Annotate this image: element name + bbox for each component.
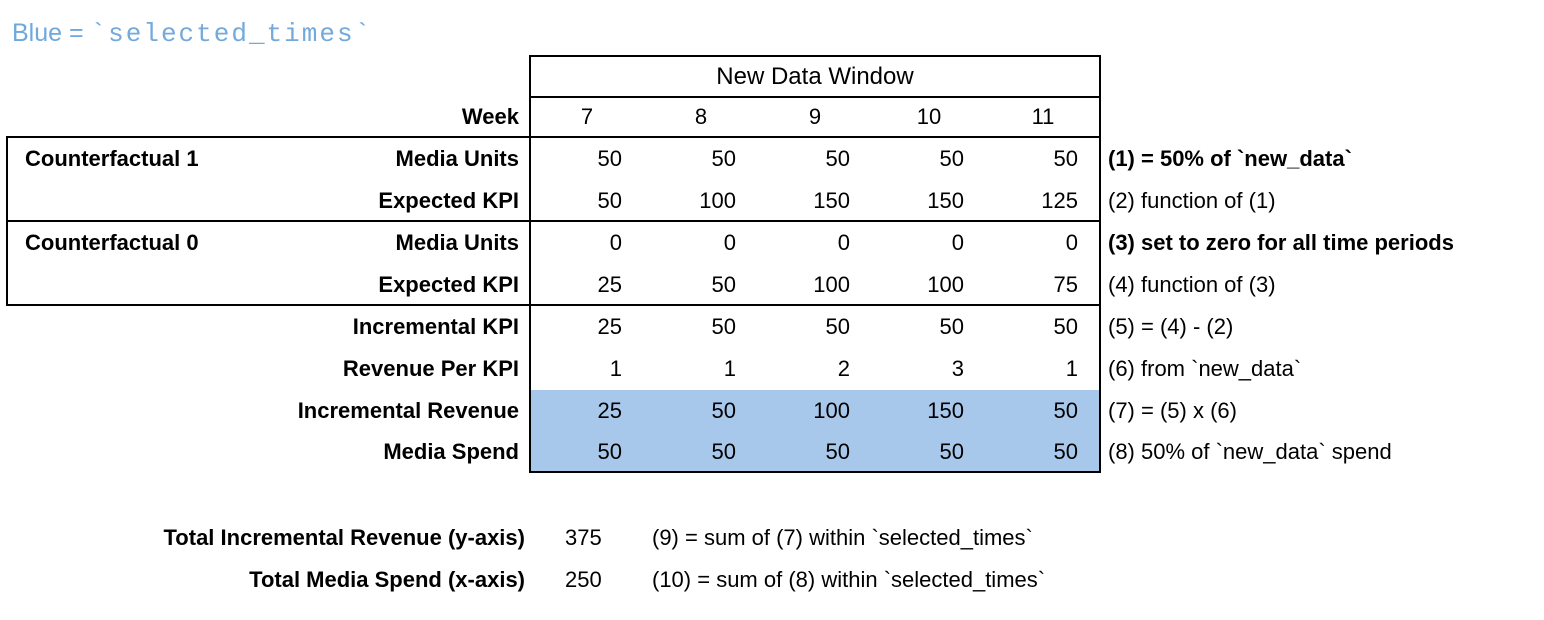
table-cell: 50 — [939, 146, 964, 171]
table-cell: 75 — [1053, 272, 1078, 297]
summary-label: Total Incremental Revenue (y-axis) — [163, 525, 526, 550]
table-border-below-window-title — [529, 96, 1101, 98]
row-label: Incremental KPI — [352, 314, 519, 339]
row-label: Expected KPI — [378, 188, 519, 213]
table-cell-highlighted: 150 — [927, 398, 964, 423]
summary-annotation: (9) = sum of (7) within `selected_times` — [652, 525, 1033, 550]
row-label: Media Units — [395, 146, 519, 171]
table-cell: 0 — [1065, 230, 1078, 255]
table-row-cf0-media-units: Counterfactual 0 Media Units 0 0 0 0 0 (… — [0, 222, 1544, 264]
row-annotation: (5) = (4) - (2) — [1108, 314, 1234, 339]
row-label: Media Spend — [383, 439, 519, 464]
group-label-counterfactual-0: Counterfactual 0 — [25, 230, 199, 255]
table-border-below-counterfactual0 — [6, 304, 1101, 306]
table-cell: 125 — [1041, 188, 1078, 213]
table-cell: 25 — [597, 272, 622, 297]
table-row-revenue-per-kpi: Revenue Per KPI 1 1 2 3 1 (6) from `new_… — [0, 348, 1544, 390]
table-cell: 50 — [825, 146, 850, 171]
week-column-header: 10 — [916, 104, 942, 129]
table-cell-highlighted: 50 — [1053, 439, 1078, 464]
row-annotation: (4) function of (3) — [1108, 272, 1276, 297]
table-cell: 100 — [813, 272, 850, 297]
table-cell-highlighted: 50 — [711, 439, 736, 464]
summary-row-total-media-spend: Total Media Spend (x-axis) 250 (10) = su… — [0, 559, 1544, 601]
table-cell-highlighted: 25 — [597, 398, 622, 423]
table-cell: 50 — [1053, 314, 1078, 339]
week-column-header: 8 — [694, 104, 708, 129]
table-cell: 50 — [1053, 146, 1078, 171]
week-label: Week — [461, 104, 519, 129]
table-cell-highlighted: 50 — [1053, 398, 1078, 423]
table-border-between-counterfactuals — [6, 220, 1101, 222]
summary-row-total-incremental-revenue: Total Incremental Revenue (y-axis) 375 (… — [0, 517, 1544, 559]
table-cell: 25 — [597, 314, 622, 339]
group-label-counterfactual-1: Counterfactual 1 — [25, 146, 199, 171]
table-border-below-week — [6, 136, 1101, 138]
row-label: Media Units — [395, 230, 519, 255]
table-cell: 50 — [711, 146, 736, 171]
table-cell: 1 — [723, 356, 736, 381]
table-cell: 50 — [597, 188, 622, 213]
table-cell: 1 — [1065, 356, 1078, 381]
selected-times-highlight — [530, 390, 1100, 473]
table-cell: 50 — [597, 146, 622, 171]
table-row-cf1-expected-kpi: Expected KPI 50 100 150 150 125 (2) func… — [0, 180, 1544, 222]
table-cell: 100 — [927, 272, 964, 297]
data-region-right-border — [1099, 55, 1101, 473]
table-cell: 0 — [951, 230, 964, 255]
legend-code: `selected_times` — [90, 19, 373, 49]
new-data-window-header: New Data Window — [716, 63, 914, 90]
row-annotation: (7) = (5) x (6) — [1108, 398, 1237, 423]
week-header-row: Week 7 8 9 10 11 — [0, 97, 1544, 137]
data-region-left-border — [529, 55, 531, 473]
table-cell: 50 — [711, 272, 736, 297]
table-row-cf1-media-units: Counterfactual 1 Media Units 50 50 50 50… — [0, 138, 1544, 180]
counterfactual-boxes-left-border — [6, 136, 8, 306]
table-row-incremental-kpi: Incremental KPI 25 50 50 50 50 (5) = (4)… — [0, 306, 1544, 348]
table-cell-highlighted: 50 — [597, 439, 622, 464]
row-label: Expected KPI — [378, 272, 519, 297]
row-annotation: (6) from `new_data` — [1108, 356, 1302, 381]
table-cell-highlighted: 50 — [711, 398, 736, 423]
week-column-header: 11 — [1031, 104, 1055, 129]
table-cell: 50 — [825, 314, 850, 339]
table-cell: 0 — [723, 230, 736, 255]
row-label: Revenue Per KPI — [342, 356, 519, 381]
table-row-media-spend: Media Spend 50 50 50 50 50 (8) 50% of `n… — [0, 431, 1544, 473]
table-row-cf0-expected-kpi: Expected KPI 25 50 100 100 75 (4) functi… — [0, 264, 1544, 306]
table-border-bottom — [529, 471, 1101, 473]
summary-value: 375 — [565, 525, 602, 550]
table-row-incremental-revenue: Incremental Revenue 25 50 100 150 50 (7)… — [0, 390, 1544, 432]
table-cell: 50 — [711, 314, 736, 339]
table-cell: 150 — [927, 188, 964, 213]
legend-title: Blue = `selected_times` — [12, 16, 372, 50]
table-cell: 1 — [609, 356, 622, 381]
week-column-header: 9 — [808, 104, 822, 129]
row-annotation: (3) set to zero for all time periods — [1108, 230, 1454, 255]
table-cell: 50 — [939, 314, 964, 339]
summary-label: Total Media Spend (x-axis) — [249, 567, 525, 592]
table-border-top — [529, 55, 1101, 57]
row-annotation: (1) = 50% of `new_data` — [1108, 146, 1352, 171]
summary-value: 250 — [565, 567, 602, 592]
table-cell-highlighted: 50 — [939, 439, 964, 464]
table-cell: 3 — [951, 356, 964, 381]
legend-label: Blue = — [12, 19, 91, 47]
week-column-header: 7 — [580, 104, 594, 129]
summary-annotation: (10) = sum of (8) within `selected_times… — [652, 567, 1046, 592]
table-cell: 150 — [813, 188, 850, 213]
row-label: Incremental Revenue — [297, 398, 519, 423]
table-cell: 2 — [837, 356, 850, 381]
table-cell-highlighted: 50 — [825, 439, 850, 464]
row-annotation: (8) 50% of `new_data` spend — [1108, 439, 1392, 464]
row-annotation: (2) function of (1) — [1108, 188, 1276, 213]
table-cell-highlighted: 100 — [813, 398, 850, 423]
table-cell: 0 — [609, 230, 622, 255]
table-cell: 100 — [699, 188, 736, 213]
table-cell: 0 — [837, 230, 850, 255]
